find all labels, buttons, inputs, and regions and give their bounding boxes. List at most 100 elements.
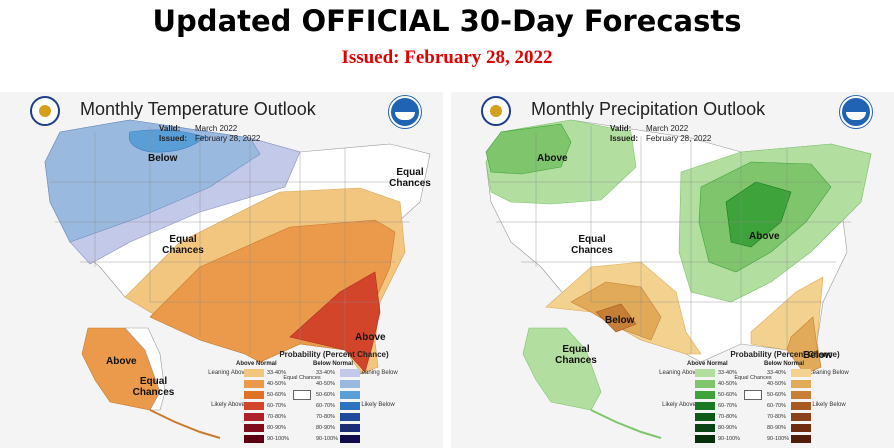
label-equal-chances-west: Equal Chances — [571, 234, 613, 256]
legend-swatch-above — [695, 424, 715, 432]
legend-range-above: 90-100% — [267, 436, 290, 442]
legend-swatch-above — [695, 413, 715, 421]
legend-range-below: 60-70% — [767, 403, 786, 409]
temperature-title: Monthly Temperature Outlook — [80, 99, 316, 119]
legend-range-below: 90-100% — [767, 436, 790, 442]
legend-left-head: Above Normal — [236, 361, 277, 367]
noaa-logo-icon — [389, 96, 421, 128]
legend-swatch-below — [340, 424, 360, 432]
legend-right-head: Below Normal — [313, 361, 354, 367]
legend-equal-swatch — [744, 390, 762, 400]
legend-equal-swatch — [293, 390, 311, 400]
legend-right-head: Below Normal — [764, 361, 805, 367]
legend-likely-above: Likely Above — [211, 402, 245, 408]
label-alaska-equal: Equal Chances — [555, 344, 597, 366]
legend-range-above: 70-80% — [718, 414, 737, 420]
legend-swatch-below — [791, 402, 811, 410]
legend-range-above: 90-100% — [718, 436, 741, 442]
page-title: Updated OFFICIAL 30-Day Forecasts — [152, 4, 742, 38]
legend-range-below: 70-80% — [316, 414, 335, 420]
alaska-above-region — [522, 327, 602, 411]
legend-title: Probability (Percent Chance) — [730, 350, 840, 359]
temperature-map — [44, 119, 431, 439]
legend-range-below: 50-60% — [316, 392, 335, 398]
above-normal-core — [289, 271, 381, 373]
label-below-florida: Below — [803, 350, 833, 361]
legend-swatch-above — [244, 380, 264, 388]
alaska-islands — [149, 409, 221, 439]
precipitation-title: Monthly Precipitation Outlook — [531, 99, 766, 119]
alaska-equal-region — [124, 327, 166, 411]
legend-range-above: 40-50% — [718, 381, 737, 387]
label-above-nw: Above — [537, 153, 568, 164]
label-below: Below — [148, 153, 178, 164]
legend-swatch-below — [791, 391, 811, 399]
precipitation-map — [485, 119, 872, 439]
label-alaska-equal: Equal Chances — [132, 376, 175, 398]
legend-leaning-below: Leaning Below — [809, 370, 849, 376]
below-normal-south-core — [595, 303, 637, 333]
legend-leaning-above: Leaning Above — [208, 370, 248, 376]
legend-swatch-above — [244, 402, 264, 410]
legend-swatch-below — [340, 369, 360, 377]
legend-swatch-above — [244, 435, 264, 443]
legend-range-below: 40-50% — [316, 381, 335, 387]
noaa-logo-icon — [840, 96, 872, 128]
alaska-islands — [590, 409, 662, 439]
legend-left-head: Above Normal — [687, 361, 728, 367]
legend-swatch-below — [340, 391, 360, 399]
legend-range-above: 60-70% — [267, 403, 286, 409]
legend-range-above: 40-50% — [267, 381, 286, 387]
legend-range-below: 33-40% — [316, 370, 335, 376]
issued-date: Issued: February 28, 2022 — [341, 47, 553, 68]
legend-likely-below: Likely Below — [361, 402, 395, 408]
legend-range-below: 40-50% — [767, 381, 786, 387]
label-below-south: Below — [605, 315, 635, 326]
legend-range-above: 60-70% — [718, 403, 737, 409]
state-lines — [50, 126, 420, 354]
legend-range-above: 70-80% — [267, 414, 286, 420]
legend-range-above: 33-40% — [718, 370, 737, 376]
label-above: Above — [355, 332, 386, 343]
legend-leaning-below: Leaning Below — [358, 370, 398, 376]
legend-range-below: 33-40% — [767, 370, 786, 376]
legend-equal-chances: Equal Chances — [283, 375, 321, 381]
legend-range-above: 50-60% — [267, 392, 286, 398]
legend-swatch-above — [244, 369, 264, 377]
legend-swatch-above — [695, 369, 715, 377]
legend-swatch-above — [695, 391, 715, 399]
precipitation-outlook-panel: Monthly Precipitation Outlook Valid: Marc… — [451, 92, 894, 448]
legend-swatch-above — [695, 402, 715, 410]
legend-range-below: 60-70% — [316, 403, 335, 409]
legend-swatch-below — [340, 380, 360, 388]
legend-range-below: 80-90% — [316, 425, 335, 431]
legend-range-below: 50-60% — [767, 392, 786, 398]
noaa-doc-seal-icon — [30, 96, 60, 126]
legend-swatch-above — [695, 380, 715, 388]
legend-swatch-below — [791, 413, 811, 421]
legend-range-above: 80-90% — [267, 425, 286, 431]
noaa-doc-seal-icon — [481, 96, 511, 126]
state-lines — [491, 126, 861, 354]
legend-swatch-above — [244, 424, 264, 432]
temperature-outlook-panel: Monthly Temperature Outlook Valid: March … — [0, 92, 443, 448]
legend-leaning-above: Leaning Above — [659, 370, 699, 376]
legend-title: Probability (Percent Chance) — [279, 350, 389, 359]
legend-range-below: 70-80% — [767, 414, 786, 420]
label-equal-chances-ne: Equal Chances — [389, 167, 431, 189]
legend-likely-above: Likely Above — [662, 402, 696, 408]
legend-range-above: 50-60% — [718, 392, 737, 398]
below-normal-region — [44, 119, 261, 243]
legend-equal-chances: Equal Chances — [734, 375, 772, 381]
legend-range-below: 90-100% — [316, 436, 339, 442]
legend-swatch-below — [791, 435, 811, 443]
legend-swatch-above — [244, 391, 264, 399]
legend-swatch-below — [340, 435, 360, 443]
legend-range-above: 80-90% — [718, 425, 737, 431]
above-normal-nw — [485, 123, 572, 175]
legend-swatch-below — [340, 413, 360, 421]
label-equal-chances-center: Equal Chances — [162, 234, 204, 256]
legend-swatch-below — [791, 369, 811, 377]
precipitation-valid-issued: Valid: March 2022 Issued: February 28, 202… — [610, 124, 712, 143]
temperature-valid-issued: Valid: March 2022 Issued: February 28, 202… — [159, 124, 261, 143]
